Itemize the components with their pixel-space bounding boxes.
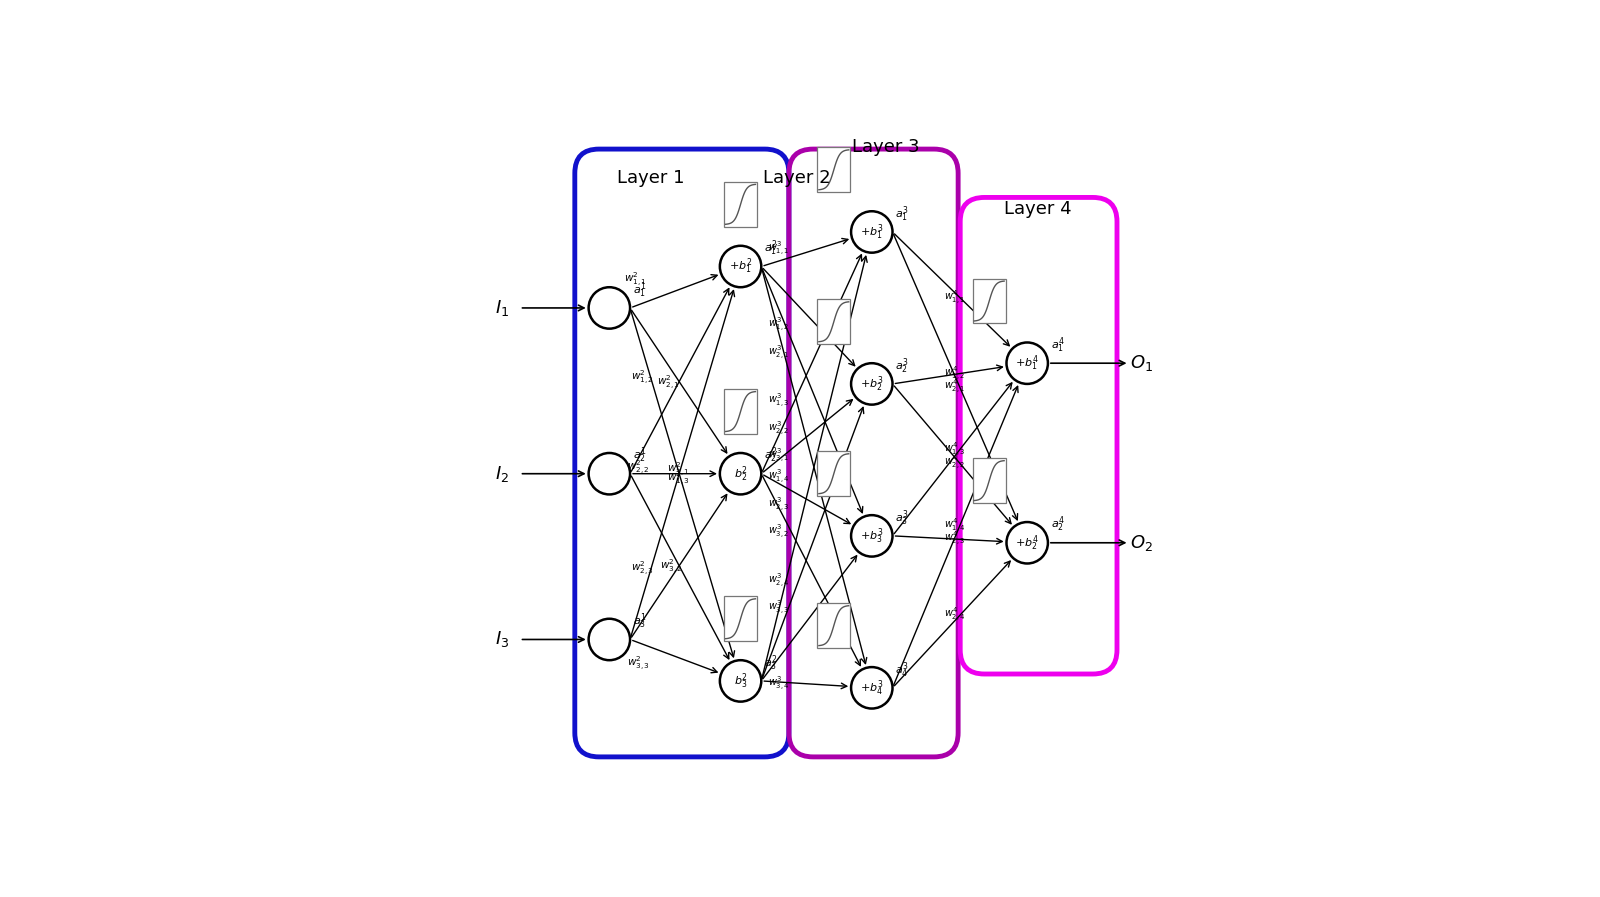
Text: $a^1_2$: $a^1_2$ xyxy=(634,446,646,466)
Text: $O_2$: $O_2$ xyxy=(1131,533,1154,553)
Text: $w^2_{3,1}$: $w^2_{3,1}$ xyxy=(667,461,690,479)
Text: $a^3_2$: $a^3_2$ xyxy=(896,356,909,376)
Text: $+b^3_3$: $+b^3_3$ xyxy=(861,526,883,545)
Text: $w^3_{3,2}$: $w^3_{3,2}$ xyxy=(768,523,789,542)
Text: $w^2_{1,2}$: $w^2_{1,2}$ xyxy=(630,370,654,388)
Text: $w^4_{2,4}$: $w^4_{2,4}$ xyxy=(944,606,966,624)
Text: $I_3$: $I_3$ xyxy=(494,630,509,649)
Text: $+b^4_1$: $+b^4_1$ xyxy=(1016,353,1038,373)
Text: $+b^3_2$: $+b^3_2$ xyxy=(861,374,883,394)
Circle shape xyxy=(589,453,630,494)
Bar xyxy=(723,597,757,641)
Circle shape xyxy=(851,667,893,709)
Text: $w^3_{2,3}$: $w^3_{2,3}$ xyxy=(768,496,789,514)
Bar xyxy=(818,603,850,649)
Text: $+b^2_1$: $+b^2_1$ xyxy=(730,257,752,276)
Text: $w^3_{1,4}$: $w^3_{1,4}$ xyxy=(768,468,789,486)
Text: $a^1_3$: $a^1_3$ xyxy=(634,612,646,631)
Text: $w^3_{3,3}$: $w^3_{3,3}$ xyxy=(768,599,789,617)
Text: $w^4_{1,4}$: $w^4_{1,4}$ xyxy=(944,517,966,535)
Text: $w^2_{2,2}$: $w^2_{2,2}$ xyxy=(627,459,650,477)
Bar xyxy=(723,182,757,227)
Text: $w^4_{2,3}$: $w^4_{2,3}$ xyxy=(944,530,966,548)
Bar xyxy=(818,451,850,496)
Text: Layer 1: Layer 1 xyxy=(618,169,685,187)
Text: $+b^3_1$: $+b^3_1$ xyxy=(861,222,883,242)
Text: $w^4_{2,2}$: $w^4_{2,2}$ xyxy=(944,454,966,473)
Text: Layer 3: Layer 3 xyxy=(851,138,920,156)
Text: $w^3_{2,1}$: $w^3_{2,1}$ xyxy=(768,344,789,361)
Circle shape xyxy=(589,287,630,328)
Bar xyxy=(723,389,757,434)
Circle shape xyxy=(720,246,762,287)
Text: $w^4_{1,2}$: $w^4_{1,2}$ xyxy=(944,364,966,383)
Bar xyxy=(973,458,1006,503)
Circle shape xyxy=(720,453,762,494)
Text: $w^3_{3,1}$: $w^3_{3,1}$ xyxy=(768,448,789,466)
Text: $w^2_{3,3}$: $w^2_{3,3}$ xyxy=(627,655,650,673)
Text: $w^4_{1,3}$: $w^4_{1,3}$ xyxy=(944,440,966,458)
Text: $w^2_{3,2}$: $w^2_{3,2}$ xyxy=(661,558,683,576)
Circle shape xyxy=(851,515,893,556)
Text: $O_1$: $O_1$ xyxy=(1130,353,1154,373)
Text: $a^3_3$: $a^3_3$ xyxy=(896,508,909,527)
Text: $w^2_{2,1}$: $w^2_{2,1}$ xyxy=(656,373,680,392)
Text: $w^4_{1,1}$: $w^4_{1,1}$ xyxy=(944,289,966,307)
Text: $w^3_{3,4}$: $w^3_{3,4}$ xyxy=(768,675,789,693)
Text: $w^4_{2,1}$: $w^4_{2,1}$ xyxy=(944,379,966,396)
Circle shape xyxy=(589,619,630,660)
Text: $a^4_2$: $a^4_2$ xyxy=(1051,515,1064,535)
Text: $b^2_2$: $b^2_2$ xyxy=(733,464,747,483)
Text: $w^3_{1,2}$: $w^3_{1,2}$ xyxy=(768,316,789,335)
Circle shape xyxy=(851,212,893,253)
Circle shape xyxy=(720,660,762,701)
Text: $w^3_{1,3}$: $w^3_{1,3}$ xyxy=(768,392,789,410)
Text: $a^2_1$: $a^2_1$ xyxy=(765,239,778,258)
Text: $I_2$: $I_2$ xyxy=(496,464,509,483)
Bar xyxy=(818,300,850,344)
Text: $w^2_{2,3}$: $w^2_{2,3}$ xyxy=(630,560,654,578)
Text: $a^3_1$: $a^3_1$ xyxy=(896,205,909,223)
Text: $w^3_{2,2}$: $w^3_{2,2}$ xyxy=(768,420,789,438)
Circle shape xyxy=(1006,522,1048,563)
Text: $w^3_{1,1}$: $w^3_{1,1}$ xyxy=(768,240,789,258)
Bar xyxy=(818,147,850,192)
Text: $w^2_{1,3}$: $w^2_{1,3}$ xyxy=(667,470,690,488)
Text: $w^2_{1,1}$: $w^2_{1,1}$ xyxy=(624,271,646,290)
Circle shape xyxy=(1006,343,1048,384)
Circle shape xyxy=(851,363,893,405)
Text: $a^2_3$: $a^2_3$ xyxy=(765,653,778,673)
Text: $a^3_4$: $a^3_4$ xyxy=(896,660,909,680)
Text: Layer 4: Layer 4 xyxy=(1003,200,1072,218)
Text: $+b^3_4$: $+b^3_4$ xyxy=(861,678,883,698)
Bar xyxy=(973,279,1006,324)
Text: $b^2_3$: $b^2_3$ xyxy=(733,671,747,691)
Text: $a^4_1$: $a^4_1$ xyxy=(1051,335,1064,355)
Text: Layer 2: Layer 2 xyxy=(763,169,830,187)
Text: $+b^4_2$: $+b^4_2$ xyxy=(1016,533,1038,553)
Text: $w^3_{2,4}$: $w^3_{2,4}$ xyxy=(768,571,789,590)
Text: $a^1_1$: $a^1_1$ xyxy=(634,280,646,300)
Text: $I_1$: $I_1$ xyxy=(494,298,509,318)
Text: $a^2_2$: $a^2_2$ xyxy=(765,446,778,466)
